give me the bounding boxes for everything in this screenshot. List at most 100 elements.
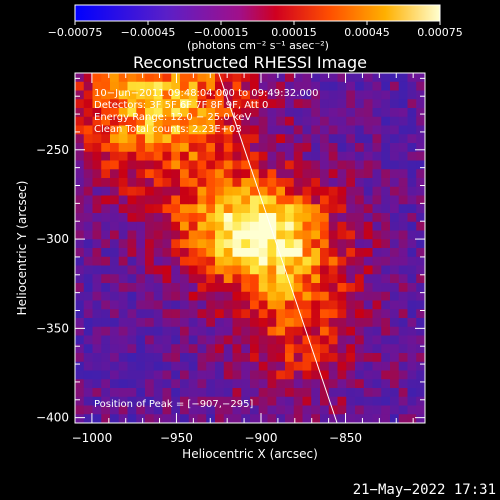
heatmap-cell [293,169,303,179]
heatmap-cell [136,81,146,91]
colorbar-ticks: −0.00075 −0.00045 −0.00015 0.00015 0.00045 0.… [48,21,463,39]
heatmap-cell [75,143,85,153]
heatmap-cell [311,99,321,109]
heatmap-cell [136,291,146,301]
heatmap-cell [258,291,268,301]
heatmap-cell [250,388,260,398]
heatmap-cell [241,379,251,389]
heatmap-cell [372,230,382,240]
heatmap-cell [407,81,417,91]
heatmap-cell [136,309,146,319]
heatmap-cell [328,405,338,415]
heatmap-cell [363,283,373,293]
heatmap-cell [267,195,277,205]
heatmap-cell [110,283,120,293]
heatmap-cell [92,370,102,380]
heatmap-cell [390,116,400,126]
heatmap-cell [346,353,356,363]
heatmap-cell [110,116,120,126]
heatmap-cell [206,169,216,179]
heatmap-cell [250,396,260,406]
heatmap-cell [171,160,181,170]
heatmap-cell [171,283,181,293]
heatmap-cell [223,309,233,319]
heatmap-cell [197,414,207,423]
heatmap-cell [101,300,111,310]
heatmap-cell [110,388,120,398]
heatmap-cell [127,230,137,240]
heatmap-cell [285,283,295,293]
heatmap-cell [215,134,225,144]
heatmap-cell [337,169,347,179]
heatmap-cell [75,134,85,144]
heatmap-cell [276,99,286,109]
x-tick-label: −850 [329,431,362,445]
heatmap-cell [363,134,373,144]
heatmap-cell [302,108,312,118]
heatmap-cell [92,143,102,153]
heatmap-cell [276,318,286,328]
heatmap-cell [232,274,242,284]
heatmap-cell [75,361,85,371]
heatmap-cell [171,195,181,205]
heatmap-cell [101,73,111,83]
heatmap-cell [372,204,382,214]
heatmap-cell [162,414,172,423]
heatmap-cell [398,344,408,354]
heatmap-cell [162,370,172,380]
heatmap-cell [355,108,365,118]
heatmap-cell [92,81,102,91]
heatmap-cell [180,318,190,328]
heatmap-cell [83,318,93,328]
heatmap-cell [75,90,85,100]
heatmap-cell [153,239,163,249]
heatmap-cell [197,379,207,389]
heatmap-cell [390,143,400,153]
heatmap-cell [355,81,365,91]
heatmap-cell [285,125,295,135]
heatmap-cell [381,143,391,153]
heatmap-cell [328,388,338,398]
heatmap-cell [241,169,251,179]
heatmap-cell [241,99,251,109]
heatmap-cell [328,116,338,126]
heatmap-cell [363,90,373,100]
heatmap-cell [110,151,120,161]
heatmap-cell [136,326,146,336]
heatmap-cell [92,265,102,275]
heatmap-cell [302,283,312,293]
heatmap-cell [328,318,338,328]
heatmap-cell [337,309,347,319]
heatmap-cell [390,151,400,161]
heatmap-cell [320,230,330,240]
heatmap-cell [363,204,373,214]
heatmap-cell [145,396,155,406]
heatmap-cell [398,300,408,310]
heatmap-cell [346,405,356,415]
heatmap-cell [311,73,321,83]
heatmap-cell [215,361,225,371]
heatmap-cell [258,195,268,205]
heatmap-cell [337,361,347,371]
heatmap-cell [92,134,102,144]
heatmap-cell [416,283,425,293]
heatmap-cell [328,81,338,91]
heatmap-cell [390,99,400,109]
heatmap-cell [145,213,155,223]
heatmap-cell [355,309,365,319]
heatmap-cell [372,125,382,135]
heatmap-cell [188,99,198,109]
heatmap-cell [162,90,172,100]
heatmap-cell [346,248,356,258]
heatmap-cell [258,396,268,406]
heatmap-cell [75,186,85,196]
heatmap-cell [241,326,251,336]
heatmap-cell [407,274,417,284]
heatmap-cell [75,73,85,83]
heatmap-cell [110,213,120,223]
heatmap-cell [136,134,146,144]
heatmap-cell [197,256,207,266]
heatmap-cell [171,405,181,415]
heatmap-cell [390,291,400,301]
heatmap-cell [381,125,391,135]
